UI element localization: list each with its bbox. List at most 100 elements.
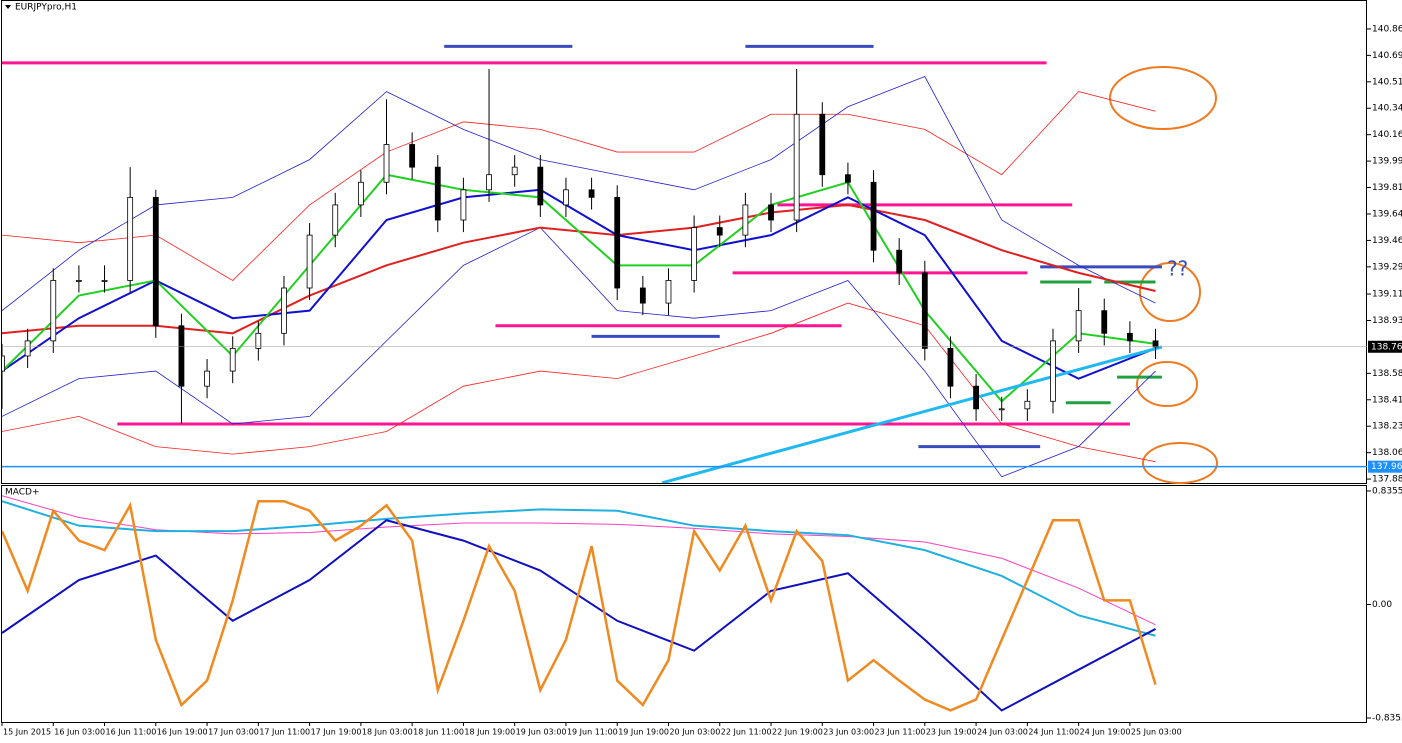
y-tick-label: 140.515 (1372, 77, 1402, 87)
candle-body (127, 196, 134, 281)
indicator-line (2, 76, 1156, 311)
candle-body (845, 174, 851, 183)
candle-body (614, 196, 621, 289)
y-tick-label: 139.465 (1372, 236, 1402, 246)
candle-body (973, 385, 979, 410)
x-tick-label: 16 Jun 19:00 (157, 728, 208, 737)
y-tick-label: 138.410 (1372, 395, 1402, 405)
candle-body (229, 348, 236, 372)
x-tick-label: 17 Jun 11:00 (259, 728, 310, 737)
x-tick-label: 23 Jun 19:00 (926, 728, 977, 737)
pane-menu-icon[interactable] (5, 5, 11, 9)
candle-body (152, 196, 159, 327)
y-tick-label: 140.340 (1372, 104, 1402, 114)
candle-body (409, 144, 416, 168)
candle-body (306, 234, 313, 289)
ellipse-annotations (1109, 66, 1218, 484)
candle-body (50, 280, 57, 342)
x-tick-label: 17 Jun 03:00 (208, 728, 259, 737)
y-tick-label: 140.165 (1372, 130, 1402, 140)
candle-body (819, 113, 826, 176)
y-tick-label: 139.815 (1372, 183, 1402, 193)
current-price-label: 138.761 (1371, 342, 1402, 352)
candle-body (486, 174, 492, 191)
candle-body (460, 189, 467, 221)
x-tick-label: 16 Jun 03:00 (54, 728, 105, 737)
candle-body (665, 280, 672, 304)
candle-body (332, 204, 339, 236)
candle-body (691, 227, 698, 281)
plot-area (2, 44, 1367, 483)
candle-body (768, 204, 774, 221)
macd-title: MACD+ (5, 488, 40, 498)
x-tick-label: 23 Jun 11:00 (875, 728, 926, 737)
x-tick-label: 23 Jun 03:00 (823, 728, 874, 737)
macd-line (2, 500, 1156, 637)
candle-body (588, 189, 595, 198)
candle-body (563, 189, 569, 206)
candle-body (1075, 310, 1082, 342)
candle-body (1101, 310, 1108, 334)
x-tick-label: 22 Jun 11:00 (721, 728, 772, 737)
y-tick-label: -0.8355 (1372, 713, 1402, 723)
hline-box (1368, 460, 1402, 473)
x-tick-label: 19 Jun 11:00 (567, 728, 618, 737)
y-tick-label: 138.060 (1372, 448, 1402, 458)
x-tick-label: 24 Jun 11:00 (1028, 728, 1079, 737)
candle-body (716, 227, 723, 236)
y-tick-label: 137.885 (1372, 475, 1402, 485)
candle-body (76, 280, 82, 282)
x-tick-label: 19 Jun 19:00 (618, 728, 669, 737)
indicator-line (661, 345, 1163, 483)
indicator-line (2, 302, 1156, 463)
candle-body (742, 204, 749, 236)
y-tick-label: 138.935 (1372, 316, 1402, 326)
y-tick-label: 138.235 (1372, 422, 1402, 432)
plot-area (2, 495, 1157, 712)
candle-body (204, 370, 210, 387)
candle-body (2, 355, 5, 372)
x-tick-label: 19 Jun 03:00 (516, 728, 567, 737)
y-tick-label: 139.110 (1372, 290, 1402, 300)
candle-body (870, 181, 877, 251)
y-tick-label: 138.585 (1372, 369, 1402, 379)
chart-title: EURJPYpro,H1 (15, 3, 77, 13)
candle-body (383, 144, 390, 183)
x-tick-label: 24 Jun 03:00 (977, 728, 1028, 737)
x-tick-label: 18 Jun 03:00 (362, 728, 413, 737)
candle-body (178, 325, 185, 387)
x-tick-label: 18 Jun 11:00 (413, 728, 464, 737)
candle-body (357, 181, 364, 206)
candle-body (639, 287, 646, 304)
y-tick-label: 139.990 (1372, 157, 1402, 167)
candle-body (1050, 340, 1056, 402)
indicator-line (2, 91, 1156, 281)
x-tick-label: 15 Jun 2015 (3, 728, 51, 737)
indicator-line (2, 188, 1156, 380)
candle-body (511, 166, 518, 176)
y-tick-label: 139.640 (1372, 209, 1402, 219)
candle-body (1152, 340, 1159, 348)
question-annotation: ?? (1167, 257, 1188, 281)
candle-body (793, 113, 800, 221)
y-tick-label: 140.865 (1372, 24, 1402, 34)
candle-body (1126, 332, 1133, 342)
x-tick-label: 16 Jun 11:00 (106, 728, 157, 737)
y-tick-label: 140.690 (1372, 51, 1402, 61)
candle-body (24, 340, 31, 357)
price-pane (1, 0, 1367, 484)
macd-pane (1, 485, 1367, 723)
y-tick-label: 0.00 (1372, 600, 1392, 610)
macd-line (2, 495, 1156, 626)
x-tick-label: 18 Jun 19:00 (464, 728, 515, 737)
candle-body (921, 272, 928, 349)
x-tick-label: 17 Jun 19:00 (311, 728, 362, 737)
candle-body (281, 287, 287, 334)
x-tick-label: 25 Jun 03:00 (1131, 728, 1182, 737)
candle-body (1024, 400, 1031, 410)
y-tick-label: 139.290 (1372, 262, 1402, 272)
candle-body (537, 166, 544, 206)
macd-line (2, 499, 1157, 712)
hline-label: 137.967 (1371, 462, 1402, 472)
